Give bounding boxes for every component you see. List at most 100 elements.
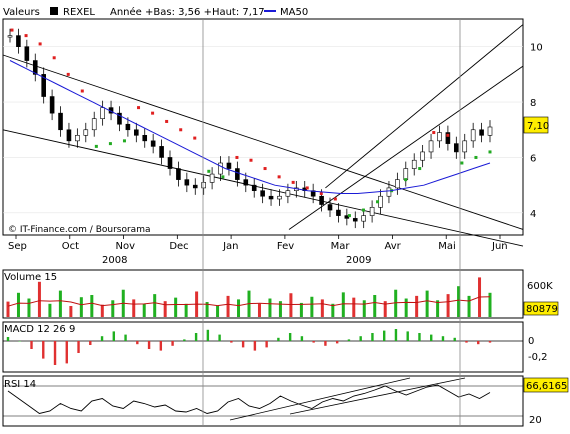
candle-body	[361, 215, 366, 222]
sar-dot	[305, 186, 309, 190]
candle-body	[454, 143, 459, 153]
candle-body	[369, 207, 375, 216]
macd-bar	[159, 341, 163, 351]
valeurs-label: Valeurs	[3, 7, 40, 18]
candle-body	[209, 173, 215, 183]
candle-body	[462, 140, 468, 153]
macd-bar	[53, 341, 57, 365]
volume-bar	[488, 292, 492, 317]
year-2009: 2009	[346, 255, 371, 266]
volume-bar	[90, 295, 94, 317]
sar-dot	[80, 89, 84, 93]
volume-badge	[523, 301, 559, 316]
rsi-trendline-1	[229, 377, 411, 421]
sar-dot	[319, 191, 323, 195]
macd-bar	[347, 339, 351, 341]
trendline	[325, 24, 524, 189]
candle-body	[184, 179, 190, 186]
volume-bar	[383, 301, 387, 317]
macd-bar	[42, 341, 45, 359]
macd-bar	[465, 341, 468, 343]
sar-dot	[108, 142, 112, 146]
macd-histogram	[6, 329, 492, 365]
candle-body	[75, 135, 80, 142]
macd-bar	[30, 341, 33, 349]
rsi-badge	[523, 377, 569, 393]
trendline	[288, 65, 524, 230]
volume-bar	[257, 303, 261, 317]
candle-body	[235, 168, 240, 180]
candle-body	[445, 132, 451, 144]
ma50-line	[9, 60, 491, 194]
macd-bar	[406, 331, 409, 341]
sar-dot	[137, 106, 141, 110]
volume-bar	[27, 298, 31, 317]
sar-dot	[263, 167, 267, 171]
macd-bar	[359, 336, 362, 341]
macd-bar	[65, 341, 68, 364]
candle-body	[7, 35, 13, 38]
candle-body	[176, 168, 181, 180]
volume-bar	[111, 300, 115, 317]
macd-tick-neg: -0,2	[528, 352, 548, 363]
sar-dot	[221, 175, 225, 179]
sar-dot	[165, 119, 169, 123]
candle-body	[24, 46, 30, 61]
sar-dot	[66, 72, 70, 76]
volume-bar	[100, 304, 104, 317]
candle-body	[91, 118, 97, 131]
rsi-trendline-2	[289, 377, 466, 415]
macd-bar	[288, 333, 292, 341]
sar-dot	[488, 150, 492, 154]
candle-body	[167, 157, 173, 169]
candle-body	[66, 129, 72, 142]
candle-body	[420, 151, 425, 161]
candle-body	[336, 209, 341, 216]
year-2008: 2008	[102, 255, 127, 266]
volume-bar	[467, 295, 471, 317]
sar-dot	[347, 214, 351, 218]
volume-bar	[299, 302, 303, 317]
month-label: Mar	[331, 241, 351, 252]
macd-bar	[183, 339, 186, 341]
candle-body	[411, 159, 417, 169]
sar-dot	[24, 34, 28, 38]
volume-bar	[153, 294, 157, 317]
candle-body	[260, 190, 265, 197]
rsi-panel-frame	[2, 375, 524, 427]
macd-bar	[89, 341, 92, 345]
sar-dot	[460, 161, 464, 165]
last-price-badge	[523, 116, 549, 134]
macd-bar	[241, 341, 245, 348]
volume-bar	[79, 297, 83, 317]
macd-bar	[230, 341, 233, 343]
sar-dot	[277, 175, 281, 179]
candle-body	[319, 195, 324, 205]
candle-body	[58, 112, 63, 131]
price-gridlines	[3, 46, 523, 214]
sar-dot	[376, 200, 380, 204]
macd-bar	[312, 341, 315, 343]
volume-bar	[205, 302, 209, 317]
candle-body	[327, 204, 333, 211]
volume-title: Volume 15	[4, 272, 57, 283]
price-tick-label: 10	[530, 43, 543, 54]
symbol-label: REXEL	[63, 7, 95, 18]
candle-body	[243, 179, 249, 186]
ma50-legend-label: MA50	[280, 7, 308, 18]
macd-bar	[206, 329, 210, 341]
volume-bar	[320, 299, 324, 317]
volume-bar	[289, 293, 293, 317]
macd-bar	[477, 341, 480, 345]
macd-bar	[441, 336, 445, 341]
volume-bar	[373, 295, 377, 317]
volume-bar	[69, 306, 73, 317]
sar-dot	[94, 144, 98, 148]
volume-bar	[268, 298, 272, 317]
range-label: Année +Bas: 3,56 +Haut: 7,17	[110, 6, 265, 18]
volume-bar	[6, 301, 10, 317]
sar-dot	[432, 131, 436, 135]
price-legend-swatch	[50, 7, 58, 15]
macd-bar	[300, 336, 304, 341]
volume-bar	[237, 299, 241, 317]
